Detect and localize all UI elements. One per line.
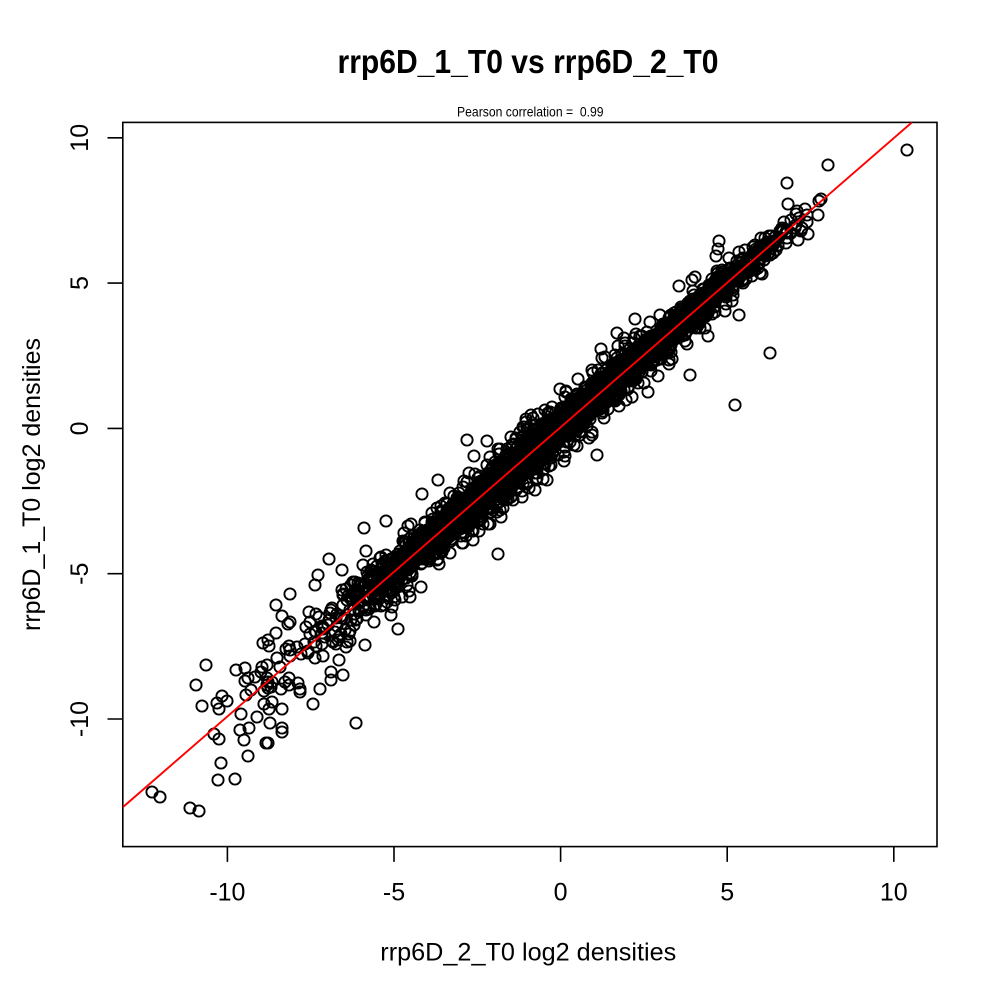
svg-text:rrp6D_1_T0 vs rrp6D_2_T0: rrp6D_1_T0 vs rrp6D_2_T0 (338, 43, 719, 80)
svg-text:10: 10 (880, 879, 908, 907)
svg-text:0: 0 (554, 879, 568, 907)
svg-text:-5: -5 (383, 879, 405, 907)
svg-text:5: 5 (66, 276, 94, 290)
svg-text:Pearson correlation = 0.99: Pearson correlation = 0.99 (457, 105, 604, 120)
svg-text:rrp6D_2_T0 log2 densities: rrp6D_2_T0 log2 densities (380, 939, 676, 967)
svg-text:0: 0 (66, 421, 94, 435)
svg-text:5: 5 (720, 879, 734, 907)
svg-text:-5: -5 (66, 563, 94, 585)
svg-text:10: 10 (66, 124, 94, 152)
svg-text:-10: -10 (66, 701, 94, 737)
svg-text:rrp6D_1_T0 log2 densities: rrp6D_1_T0 log2 densities (18, 338, 46, 631)
svg-text:-10: -10 (209, 879, 245, 907)
